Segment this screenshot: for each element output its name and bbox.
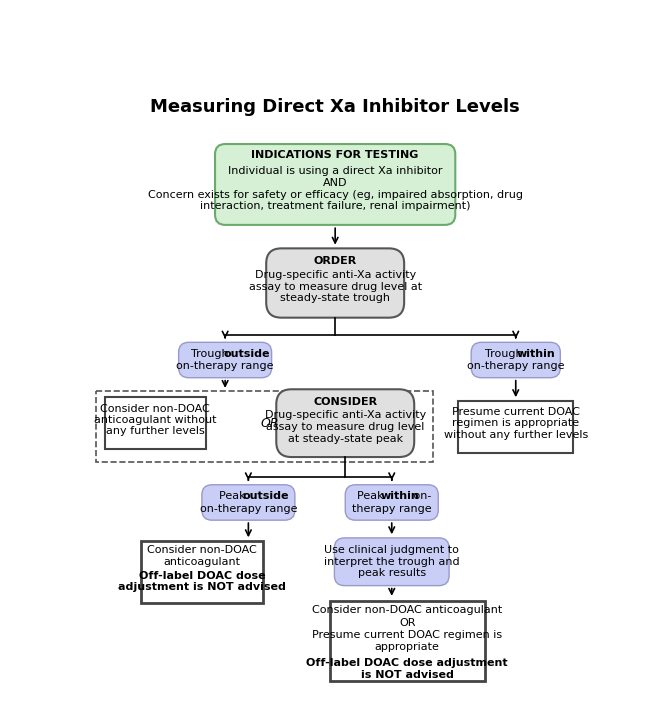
Text: Use clinical judgment to: Use clinical judgment to bbox=[324, 546, 459, 555]
Text: on-therapy range: on-therapy range bbox=[177, 361, 274, 371]
Text: is NOT advised: is NOT advised bbox=[361, 670, 454, 680]
Text: Off-label DOAC dose adjustment: Off-label DOAC dose adjustment bbox=[307, 657, 508, 668]
Text: AND: AND bbox=[323, 178, 347, 188]
Text: within: within bbox=[517, 349, 555, 359]
FancyBboxPatch shape bbox=[334, 538, 449, 586]
Text: anticoagulant without: anticoagulant without bbox=[94, 415, 216, 425]
FancyBboxPatch shape bbox=[266, 248, 404, 318]
Text: Peak: Peak bbox=[218, 491, 249, 501]
Text: Consider non-DOAC anticoagulant: Consider non-DOAC anticoagulant bbox=[312, 605, 502, 615]
Text: interpret the trough and: interpret the trough and bbox=[324, 557, 460, 567]
FancyBboxPatch shape bbox=[471, 342, 560, 378]
Text: assay to measure drug level at: assay to measure drug level at bbox=[249, 282, 422, 292]
Text: interaction, treatment failure, renal impairment): interaction, treatment failure, renal im… bbox=[200, 201, 470, 211]
Text: regimen is appropriate: regimen is appropriate bbox=[452, 418, 579, 428]
Text: without any further levels: without any further levels bbox=[443, 430, 588, 439]
Bar bbox=[95, 391, 433, 462]
Text: therapy range: therapy range bbox=[352, 503, 432, 514]
Text: on-therapy range: on-therapy range bbox=[199, 503, 297, 514]
Text: ORDER: ORDER bbox=[313, 257, 357, 266]
Text: outside: outside bbox=[223, 349, 269, 359]
Text: Individual is using a direct Xa inhibitor: Individual is using a direct Xa inhibito… bbox=[228, 166, 442, 176]
Text: at steady-state peak: at steady-state peak bbox=[288, 434, 403, 444]
Text: Consider non-DOAC: Consider non-DOAC bbox=[101, 404, 210, 414]
Text: any further levels: any further levels bbox=[106, 426, 205, 436]
Text: Measuring Direct Xa Inhibitor Levels: Measuring Direct Xa Inhibitor Levels bbox=[150, 98, 520, 116]
Text: OR: OR bbox=[261, 417, 279, 430]
Text: Concern exists for safety or efficacy (eg, impaired absorption, drug: Concern exists for safety or efficacy (e… bbox=[148, 191, 523, 200]
Text: adjustment is NOT advised: adjustment is NOT advised bbox=[118, 582, 286, 592]
Text: peak results: peak results bbox=[358, 568, 426, 579]
FancyBboxPatch shape bbox=[276, 389, 414, 457]
Bar bbox=[458, 401, 573, 453]
Bar bbox=[330, 600, 485, 681]
Text: Trough: Trough bbox=[191, 349, 232, 359]
FancyBboxPatch shape bbox=[345, 485, 438, 520]
Text: Trough: Trough bbox=[485, 349, 526, 359]
Text: anticoagulant: anticoagulant bbox=[164, 557, 241, 567]
FancyBboxPatch shape bbox=[202, 485, 295, 520]
Text: Drug-specific anti-Xa activity: Drug-specific anti-Xa activity bbox=[265, 411, 426, 420]
Bar bbox=[105, 397, 206, 449]
Text: appropriate: appropriate bbox=[375, 643, 439, 652]
Text: Consider non-DOAC: Consider non-DOAC bbox=[147, 546, 257, 555]
FancyBboxPatch shape bbox=[179, 342, 271, 378]
Text: Presume current DOAC regimen is: Presume current DOAC regimen is bbox=[312, 630, 502, 640]
Text: Presume current DOAC: Presume current DOAC bbox=[452, 406, 579, 417]
Text: within: within bbox=[380, 491, 419, 501]
Text: outside: outside bbox=[242, 491, 288, 501]
Text: on-therapy range: on-therapy range bbox=[467, 361, 564, 371]
Text: assay to measure drug level: assay to measure drug level bbox=[266, 422, 424, 432]
Text: OR: OR bbox=[399, 618, 415, 628]
FancyBboxPatch shape bbox=[215, 144, 455, 225]
Bar bbox=[141, 541, 263, 602]
Text: INDICATIONS FOR TESTING: INDICATIONS FOR TESTING bbox=[252, 150, 419, 160]
Text: on-: on- bbox=[410, 491, 432, 501]
Text: Peak: Peak bbox=[357, 491, 387, 501]
Text: Drug-specific anti-Xa activity: Drug-specific anti-Xa activity bbox=[254, 271, 416, 280]
Text: steady-state trough: steady-state trough bbox=[280, 293, 390, 304]
Text: Off-label DOAC dose: Off-label DOAC dose bbox=[139, 571, 265, 581]
Text: CONSIDER: CONSIDER bbox=[313, 396, 377, 406]
